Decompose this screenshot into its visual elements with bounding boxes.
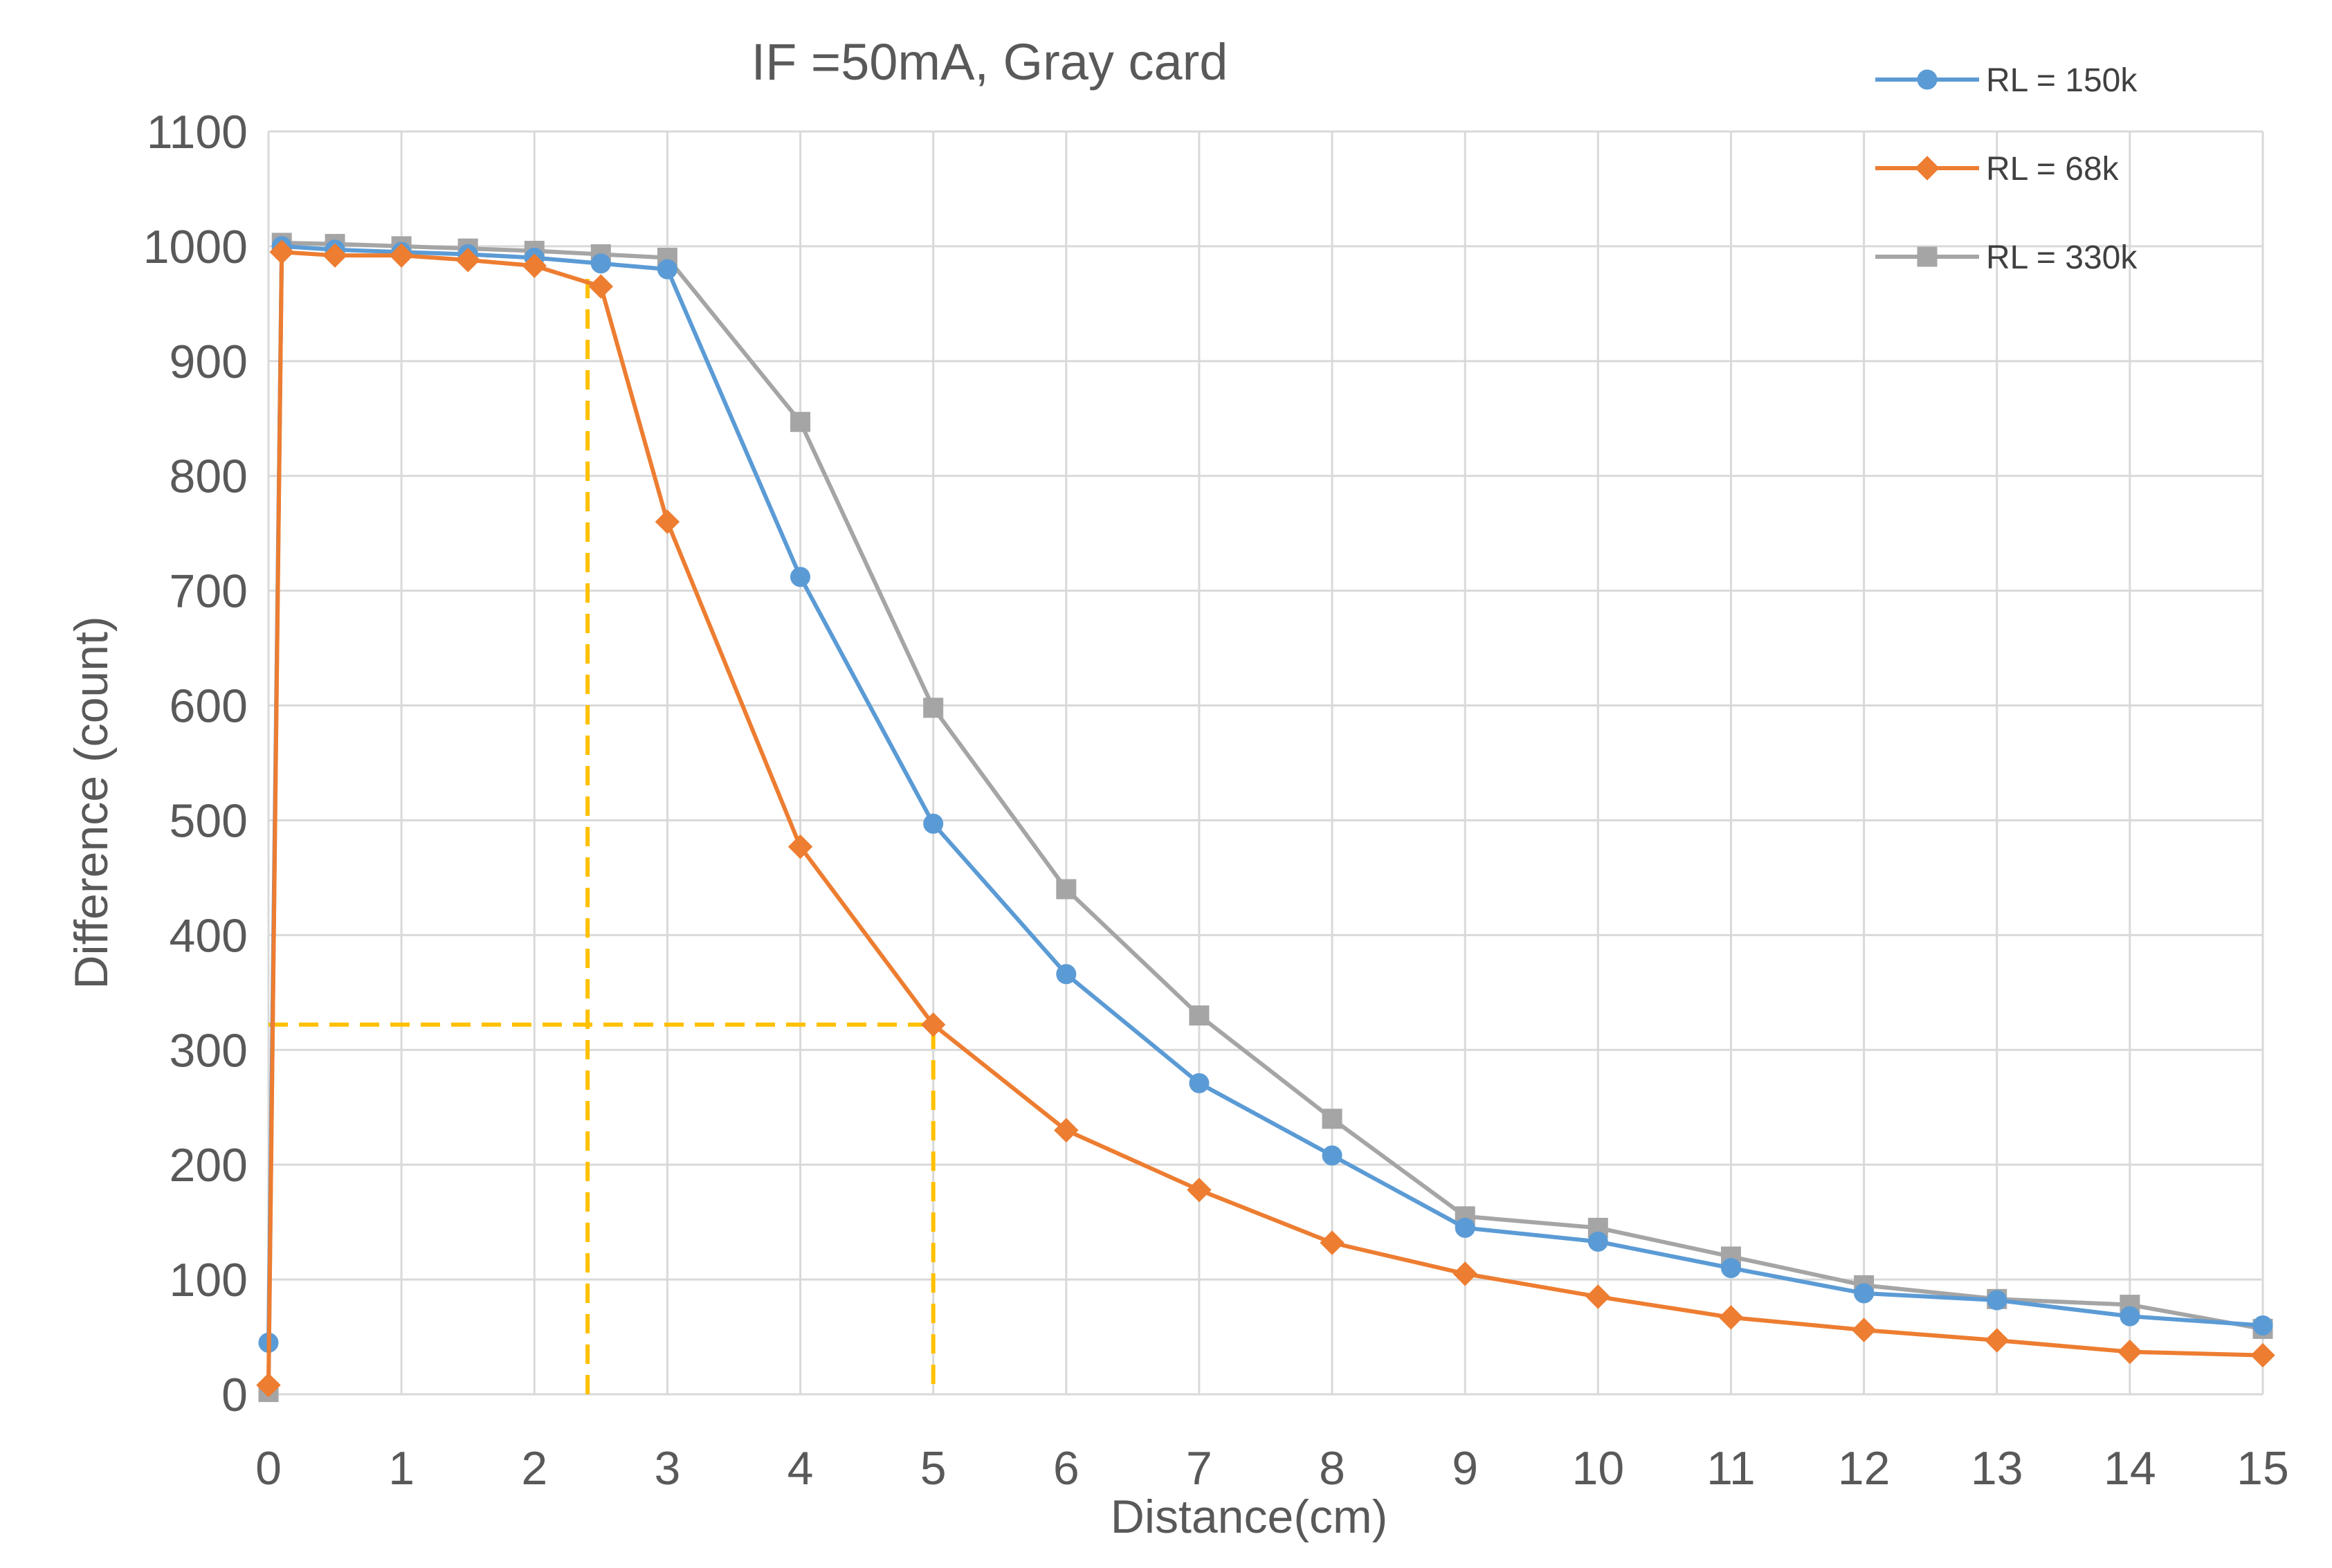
x-tick-label: 1	[388, 1442, 415, 1495]
data-point	[1056, 879, 1077, 900]
x-tick-label: 11	[1706, 1442, 1756, 1495]
data-point	[590, 253, 611, 274]
legend-label: RL = 68k	[1986, 151, 2120, 188]
data-point	[1189, 1005, 1210, 1025]
data-point	[2252, 1315, 2273, 1335]
data-point	[1718, 1305, 1744, 1330]
x-tick-label: 8	[1319, 1442, 1345, 1495]
x-tick-label: 13	[1971, 1442, 2023, 1495]
legend-item: RL = 68k	[1875, 151, 2120, 188]
data-point	[1985, 1328, 2010, 1353]
y-axis-label: Difference (count)	[65, 616, 118, 989]
data-point	[790, 567, 811, 587]
legend: RL = 150k RL = 68k RL = 330k	[1875, 62, 2138, 276]
data-point	[1320, 1230, 1345, 1255]
legend-item: RL = 330k	[1875, 239, 2138, 276]
data-point	[1187, 1177, 1212, 1203]
data-point	[1054, 1118, 1079, 1143]
legend-label: RL = 330k	[1986, 239, 2138, 276]
data-point	[1322, 1145, 1342, 1166]
data-point	[1189, 1073, 1210, 1093]
x-tick-label: 15	[2237, 1442, 2289, 1495]
legend-marker	[1917, 246, 1938, 267]
y-tick-label: 700	[170, 565, 248, 618]
legend-item: RL = 150k	[1875, 62, 2138, 99]
x-axis-label: Distance(cm)	[1111, 1490, 1388, 1543]
data-point	[923, 813, 944, 834]
y-tick-label: 0	[221, 1369, 248, 1421]
y-tick-label: 1000	[143, 221, 248, 273]
series-circle	[258, 236, 2273, 1353]
data-point	[455, 248, 480, 273]
y-tick-label: 1100	[147, 106, 248, 158]
data-point	[2117, 1339, 2142, 1365]
data-point	[920, 1012, 946, 1037]
data-point	[522, 253, 547, 278]
series-line	[266, 240, 2263, 1392]
y-tick-label: 500	[170, 794, 248, 847]
data-point	[790, 412, 811, 432]
series-line	[266, 244, 2263, 1343]
y-tick-label: 200	[170, 1139, 248, 1192]
data-point	[322, 243, 347, 268]
series-diamond	[256, 239, 2275, 1398]
y-tick-label: 900	[170, 336, 248, 388]
chart-title: IF =50mA, Gray card	[751, 33, 1228, 91]
data-point	[256, 1373, 281, 1398]
x-tick-label: 5	[920, 1442, 947, 1495]
y-tick-label: 100	[170, 1254, 248, 1306]
data-point	[657, 259, 677, 280]
data-point	[2250, 1342, 2275, 1368]
data-point	[1322, 1109, 1342, 1129]
x-tick-label: 14	[2104, 1442, 2156, 1495]
data-point	[1056, 964, 1077, 985]
x-tick-label: 4	[787, 1442, 814, 1495]
x-tick-label: 7	[1186, 1442, 1212, 1495]
data-point	[787, 834, 813, 859]
x-tick-label: 9	[1452, 1442, 1478, 1495]
data-point	[389, 243, 414, 268]
series-layer	[256, 233, 2275, 1403]
data-point	[655, 509, 680, 534]
data-point	[588, 274, 614, 299]
data-point	[923, 698, 944, 718]
x-tick-label: 10	[1572, 1442, 1625, 1495]
x-tick-label: 12	[1838, 1442, 1891, 1495]
y-tick-label: 600	[170, 680, 248, 733]
data-point	[2120, 1306, 2140, 1327]
reference-lines	[268, 269, 936, 1394]
data-point	[1585, 1284, 1611, 1309]
data-point	[1720, 1258, 1741, 1278]
y-tick-label: 300	[170, 1024, 248, 1077]
data-point	[1987, 1290, 2007, 1311]
x-tick-label: 3	[654, 1442, 680, 1495]
legend-label: RL = 150k	[1986, 62, 2138, 99]
y-tick-label: 400	[170, 909, 248, 962]
data-point	[1851, 1318, 1877, 1342]
legend-marker	[1917, 69, 1938, 90]
y-tick-label: 800	[170, 450, 248, 503]
x-tick-label: 0	[255, 1442, 282, 1495]
x-tick-label: 2	[521, 1442, 547, 1495]
data-point	[269, 239, 294, 264]
data-point	[1854, 1283, 1875, 1304]
data-point	[1452, 1261, 1477, 1286]
legend-marker	[1915, 156, 1940, 181]
x-tick-label: 6	[1053, 1442, 1080, 1495]
data-point	[1587, 1231, 1608, 1252]
data-point	[1455, 1217, 1475, 1238]
reference-line	[268, 1022, 936, 1394]
